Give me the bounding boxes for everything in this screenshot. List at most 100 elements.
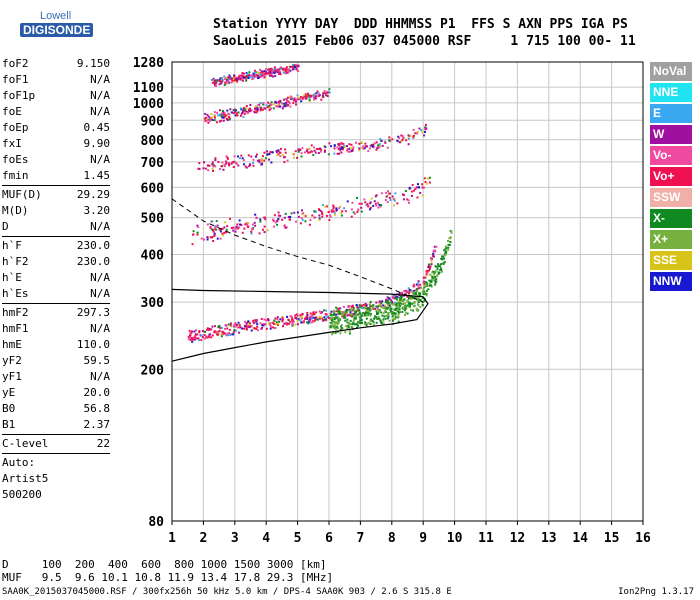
echo-point — [254, 213, 257, 216]
echo-point — [297, 317, 300, 320]
echo-point — [214, 159, 217, 162]
echo-point — [450, 231, 453, 234]
echo-point — [334, 331, 337, 334]
echo-point — [258, 72, 261, 75]
echo-point — [363, 305, 366, 308]
param-row: B0 56.8 — [2, 401, 110, 417]
echo-point — [447, 248, 450, 251]
echo-point — [424, 181, 427, 184]
echo-point — [232, 333, 235, 336]
echo-point — [310, 94, 313, 97]
echo-point — [212, 170, 215, 173]
echo-point — [337, 321, 340, 324]
echo-point — [259, 109, 262, 112]
echo-point — [300, 155, 303, 158]
echo-point — [222, 333, 225, 336]
echo-point — [213, 80, 216, 83]
echo-point — [285, 66, 288, 69]
echo-point — [246, 112, 249, 115]
echo-point — [428, 176, 431, 179]
echo-point — [437, 263, 440, 266]
echo-point — [340, 151, 343, 154]
echo-point — [220, 165, 223, 168]
param-value: 230.0 — [76, 255, 110, 268]
echo-point — [341, 210, 344, 213]
echo-point — [200, 334, 203, 337]
param-label: h`Es — [2, 287, 29, 300]
echo-point — [443, 254, 446, 257]
echo-point — [352, 312, 355, 315]
echo-point — [397, 310, 400, 313]
echo-point — [348, 329, 351, 332]
echo-point — [358, 149, 361, 152]
echo-point — [404, 302, 407, 305]
echo-point — [255, 216, 258, 219]
echo-point — [351, 315, 354, 318]
echo-point — [415, 186, 418, 189]
echo-point — [224, 115, 227, 118]
echo-point — [278, 71, 281, 74]
echo-point — [407, 287, 410, 290]
echo-point — [287, 215, 290, 218]
echo-point — [341, 311, 344, 314]
echo-point — [225, 231, 228, 234]
echo-point — [252, 322, 255, 325]
echo-point — [381, 144, 384, 147]
echo-point — [224, 160, 227, 163]
param-label: h`E — [2, 271, 22, 284]
echo-point — [276, 223, 279, 226]
electron-density-profile — [171, 288, 429, 362]
echo-point — [334, 327, 337, 330]
echo-point — [375, 148, 378, 151]
echo-point — [268, 322, 271, 325]
echo-point — [300, 321, 303, 324]
echo-point — [211, 167, 214, 170]
echo-point — [312, 312, 315, 315]
echo-point — [375, 301, 378, 304]
param-row: MUF(D) 29.29 — [2, 187, 110, 203]
echo-point — [216, 237, 219, 240]
echo-point — [325, 319, 328, 322]
echo-point — [403, 136, 406, 139]
echo-point — [381, 314, 384, 317]
echo-point — [319, 209, 322, 212]
echo-point — [391, 302, 394, 305]
echo-point — [296, 323, 299, 326]
echo-point — [209, 227, 212, 230]
echo-point — [375, 321, 378, 324]
echo-point — [211, 81, 214, 84]
echo-point — [338, 310, 341, 313]
echo-point — [310, 315, 313, 318]
echo-point — [233, 155, 236, 158]
echo-point — [364, 302, 367, 305]
echo-point — [290, 316, 293, 319]
echo-point — [361, 312, 364, 315]
echo-point — [258, 68, 261, 71]
echo-point — [363, 147, 366, 150]
echo-point — [260, 327, 263, 330]
echo-point — [230, 162, 233, 165]
echo-point — [234, 109, 237, 112]
echo-point — [376, 146, 379, 149]
echo-point — [222, 119, 225, 122]
echo-point — [263, 318, 266, 321]
echo-point — [334, 322, 337, 325]
echo-point — [211, 236, 214, 239]
echo-point — [383, 315, 386, 318]
echo-point — [448, 237, 451, 240]
echo-point — [189, 334, 192, 337]
echo-point — [234, 77, 237, 80]
echo-point — [385, 314, 388, 317]
echo-point — [215, 84, 218, 87]
echo-point — [401, 136, 404, 139]
echo-point — [286, 159, 289, 162]
echo-point — [375, 305, 378, 308]
param-row: B1 2.37 — [2, 417, 110, 433]
echo-point — [380, 139, 383, 142]
echo-point — [270, 103, 273, 106]
echo-point — [211, 334, 214, 337]
param-row: foF2 9.150 — [2, 56, 110, 72]
param-row: h`Es N/A — [2, 286, 110, 302]
param-row: M(D) 3.20 — [2, 203, 110, 219]
